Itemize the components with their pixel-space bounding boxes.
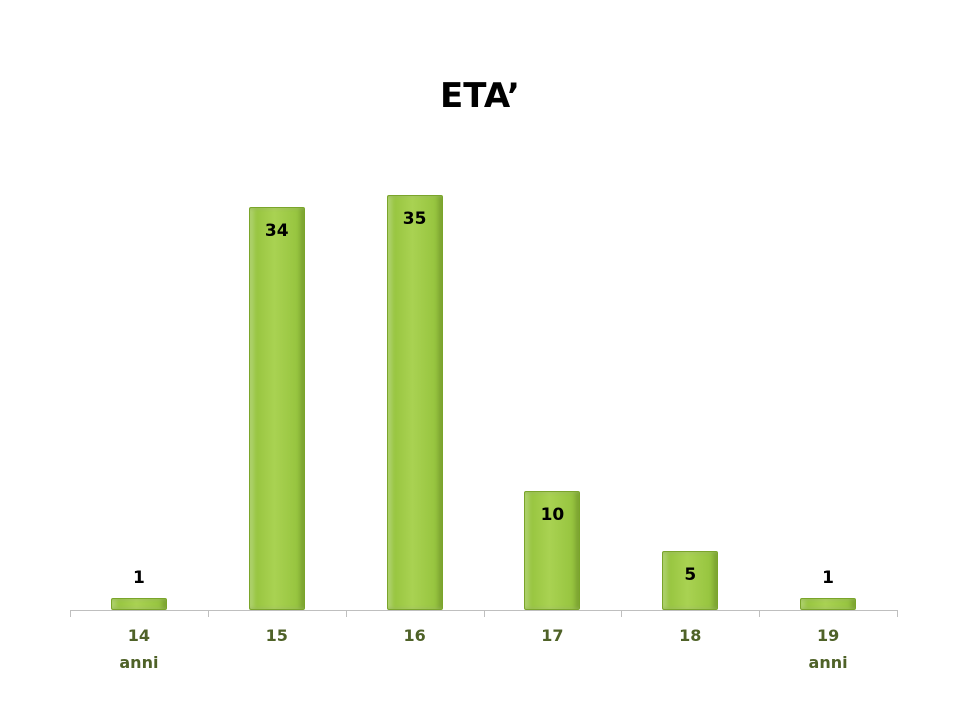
bar [110,598,167,610]
value-label: 1 [132,568,145,589]
value-label: 34 [264,220,289,241]
bar [386,195,443,610]
x-tick-label: 16 [403,626,426,645]
axis-tick [759,610,761,617]
x-tick-label: 15 [265,626,288,645]
bar [662,550,719,610]
x-tick-label: 19 anni [808,626,848,672]
axis-tick [483,610,485,617]
value-label: 35 [402,209,427,229]
x-tick-label: 14 anni [119,626,159,672]
axis-tick [897,610,898,617]
axis-tick [207,610,209,617]
value-label: 1 [822,568,834,589]
bar [524,491,581,610]
x-tick-label: 18 [679,626,702,645]
axis-tick [345,610,347,617]
value-label: 5 [684,564,697,585]
value-label: 10 [540,505,565,526]
bar [248,206,305,610]
bar [800,598,857,610]
chart-title: ETA’ [440,76,520,116]
axis-tick [621,610,623,617]
axis-tick [70,610,71,617]
x-tick-label: 17 [541,626,564,645]
